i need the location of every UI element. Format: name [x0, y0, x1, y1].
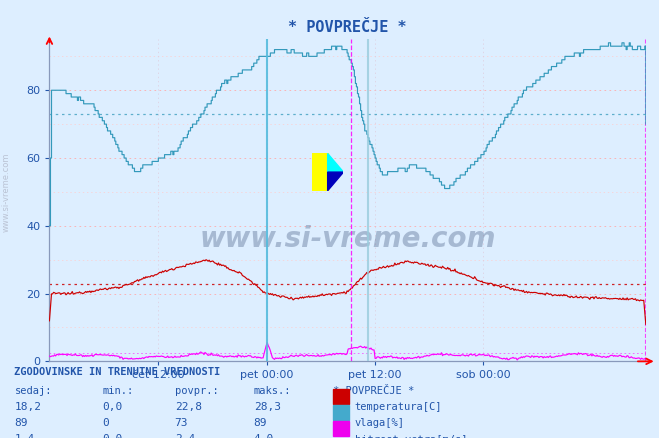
Text: www.si-vreme.com: www.si-vreme.com — [200, 225, 496, 253]
Text: 1,4: 1,4 — [14, 434, 35, 438]
Bar — [333, 405, 349, 420]
Text: min.:: min.: — [102, 386, 133, 396]
Text: 22,8: 22,8 — [175, 402, 202, 412]
Text: 4,0: 4,0 — [254, 434, 274, 438]
Title: * POVPREČJE *: * POVPREČJE * — [288, 21, 407, 35]
Text: 28,3: 28,3 — [254, 402, 281, 412]
Text: 89: 89 — [14, 418, 28, 428]
Text: vlaga[%]: vlaga[%] — [355, 418, 405, 428]
Text: 2,4: 2,4 — [175, 434, 195, 438]
Text: 0: 0 — [102, 418, 109, 428]
Text: maks.:: maks.: — [254, 386, 291, 396]
Bar — [333, 389, 349, 404]
Polygon shape — [328, 172, 343, 191]
Text: temperatura[C]: temperatura[C] — [355, 402, 442, 412]
Text: hitrost vetra[m/s]: hitrost vetra[m/s] — [355, 434, 467, 438]
Text: povpr.:: povpr.: — [175, 386, 218, 396]
Bar — [333, 421, 349, 436]
Text: * POVPREČJE *: * POVPREČJE * — [333, 386, 414, 396]
Text: sedaj:: sedaj: — [14, 386, 52, 396]
Text: www.si-vreme.com: www.si-vreme.com — [1, 153, 11, 233]
Polygon shape — [328, 153, 343, 172]
Text: 0,0: 0,0 — [102, 402, 123, 412]
Text: ZGODOVINSKE IN TRENUTNE VREDNOSTI: ZGODOVINSKE IN TRENUTNE VREDNOSTI — [14, 367, 221, 377]
Text: 18,2: 18,2 — [14, 402, 42, 412]
Text: 89: 89 — [254, 418, 267, 428]
Bar — [312, 153, 328, 191]
Text: 73: 73 — [175, 418, 188, 428]
Text: 0,0: 0,0 — [102, 434, 123, 438]
